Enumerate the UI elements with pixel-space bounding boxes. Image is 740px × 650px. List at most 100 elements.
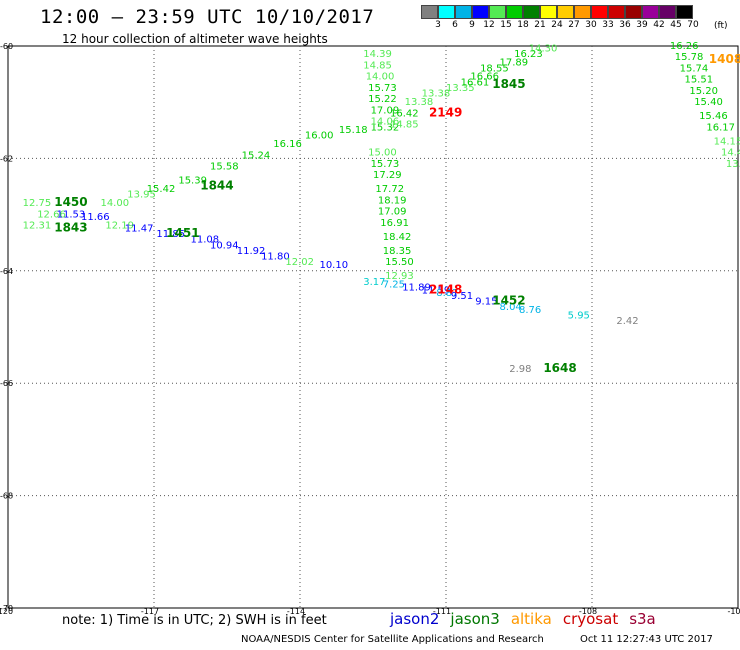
legend-label: 70 bbox=[687, 20, 699, 30]
legend-swatch bbox=[506, 5, 523, 19]
time-label: 1845 bbox=[492, 77, 525, 91]
data-point: 15.18 bbox=[339, 125, 368, 136]
legend-label: 24 bbox=[551, 20, 563, 30]
legend-swatch bbox=[557, 5, 574, 19]
data-point: 18.42 bbox=[383, 232, 412, 243]
chart-title: 12:00 – 23:59 UTC 10/10/2017 bbox=[40, 6, 375, 28]
legend-swatch bbox=[591, 5, 608, 19]
data-point: 8.87 bbox=[436, 288, 458, 299]
y-tick-label: -70 bbox=[0, 604, 13, 613]
time-label: 1408 bbox=[709, 52, 740, 66]
data-point: 16.91 bbox=[380, 218, 409, 229]
data-point: 15.78 bbox=[675, 52, 704, 63]
time-label: 1648 bbox=[543, 361, 576, 375]
legend-label: 33 bbox=[602, 20, 614, 30]
legend-swatch bbox=[438, 5, 455, 19]
data-point: 12.31 bbox=[23, 221, 52, 232]
data-point: 14.06 bbox=[371, 117, 400, 128]
legend-swatch bbox=[523, 5, 540, 19]
data-point: 14.85 bbox=[390, 119, 419, 130]
legend-swatch bbox=[659, 5, 676, 19]
data-point: 2.42 bbox=[616, 316, 638, 327]
x-tick-label: -111 bbox=[433, 607, 451, 616]
legend-label: 27 bbox=[568, 20, 580, 30]
data-point: 15.22 bbox=[368, 94, 397, 105]
time-label: 2149 bbox=[429, 105, 462, 119]
chart-subtitle: 12 hour collection of altimeter wave hei… bbox=[62, 32, 328, 46]
data-point: 15.39 bbox=[178, 176, 207, 187]
data-point: 12.75 bbox=[23, 198, 52, 209]
data-point: 11.85 bbox=[156, 229, 185, 240]
legend-swatch bbox=[489, 5, 506, 19]
x-tick-label: -117 bbox=[141, 607, 159, 616]
legend-label: 36 bbox=[619, 20, 631, 30]
data-point: 16.61 bbox=[461, 77, 490, 88]
time-label: 1844 bbox=[200, 178, 233, 192]
data-point: 13.35 bbox=[446, 83, 475, 94]
data-point: 16.23 bbox=[514, 49, 543, 60]
data-point: 18.35 bbox=[383, 246, 412, 257]
data-point: 13.38 bbox=[405, 97, 434, 108]
legend-label: 18 bbox=[517, 20, 529, 30]
data-point: 11.92 bbox=[237, 246, 266, 257]
time-label: 2148 bbox=[429, 282, 462, 296]
data-point: 15.73 bbox=[371, 159, 400, 170]
data-point: 14.85 bbox=[363, 60, 392, 71]
data-point: 13.95 bbox=[127, 190, 156, 201]
data-point: 15.73 bbox=[368, 83, 397, 94]
time-label: 1451 bbox=[166, 226, 199, 240]
y-tick-label: -66 bbox=[0, 379, 13, 388]
data-point: 15.51 bbox=[684, 75, 713, 86]
satellite-legend: jason2 jason3 altika cryosat s3a bbox=[390, 610, 667, 628]
legend-label: 45 bbox=[670, 20, 682, 30]
y-tick-label: -68 bbox=[0, 492, 13, 501]
data-point: 11.47 bbox=[125, 223, 154, 234]
time-label: 1452 bbox=[492, 294, 525, 308]
data-point: 11.66 bbox=[81, 212, 110, 223]
satellite-name: jason2 bbox=[390, 610, 440, 628]
data-point: 15.24 bbox=[242, 150, 271, 161]
data-point: 15.42 bbox=[147, 184, 176, 195]
data-point: 13.38 bbox=[422, 89, 451, 100]
time-label: 1450 bbox=[54, 195, 87, 209]
data-point: 16.26 bbox=[670, 41, 699, 52]
x-tick-label: -114 bbox=[287, 607, 305, 616]
data-point: 15.40 bbox=[694, 97, 723, 108]
color-legend: 3 6 9 12 15 18 21 24 27 30 33 36 39 42 45 70 bbox=[421, 5, 699, 33]
credit-line: NOAA/NESDIS Center for Satellite Applica… bbox=[241, 634, 544, 645]
data-point: 14.39 bbox=[363, 49, 392, 60]
data-point: 14.45 bbox=[721, 148, 740, 159]
data-point: 17.29 bbox=[373, 170, 402, 181]
data-point: 17.09 bbox=[378, 207, 407, 218]
data-point: 12.93 bbox=[385, 271, 414, 282]
y-tick-label: -64 bbox=[0, 267, 13, 276]
data-point: 11.80 bbox=[261, 252, 290, 263]
data-point: 17.89 bbox=[500, 58, 529, 69]
data-point: 11.53 bbox=[57, 209, 86, 220]
data-point: 8.04 bbox=[500, 302, 522, 313]
data-point: 15.50 bbox=[385, 257, 414, 268]
data-point: 11.59 bbox=[422, 285, 451, 296]
data-point: 12.19 bbox=[105, 221, 134, 232]
satellite-name: altika bbox=[510, 610, 552, 628]
legend-label: 15 bbox=[500, 20, 512, 30]
timestamp: Oct 11 12:27:43 UTC 2017 bbox=[580, 634, 713, 645]
data-point: 9.15 bbox=[475, 297, 497, 308]
data-point: 12.66 bbox=[37, 209, 66, 220]
legend-swatches bbox=[421, 5, 693, 19]
legend-unit: (ft) bbox=[714, 21, 728, 31]
legend-swatch bbox=[676, 5, 693, 19]
data-point: 7.25 bbox=[383, 280, 405, 291]
legend-label: 3 bbox=[435, 20, 441, 30]
data-point: 18.55 bbox=[480, 63, 509, 74]
data-point: 9.51 bbox=[451, 291, 473, 302]
legend-swatch bbox=[455, 5, 472, 19]
footnote: note: 1) Time is in UTC; 2) SWH is in fe… bbox=[62, 613, 327, 628]
satellite-name: s3a bbox=[629, 610, 656, 628]
time-label: 1843 bbox=[54, 220, 87, 234]
legend-swatch bbox=[574, 5, 591, 19]
legend-label: 42 bbox=[653, 20, 665, 30]
data-point: 12.02 bbox=[285, 257, 314, 268]
data-point: 13.9 bbox=[726, 159, 740, 170]
